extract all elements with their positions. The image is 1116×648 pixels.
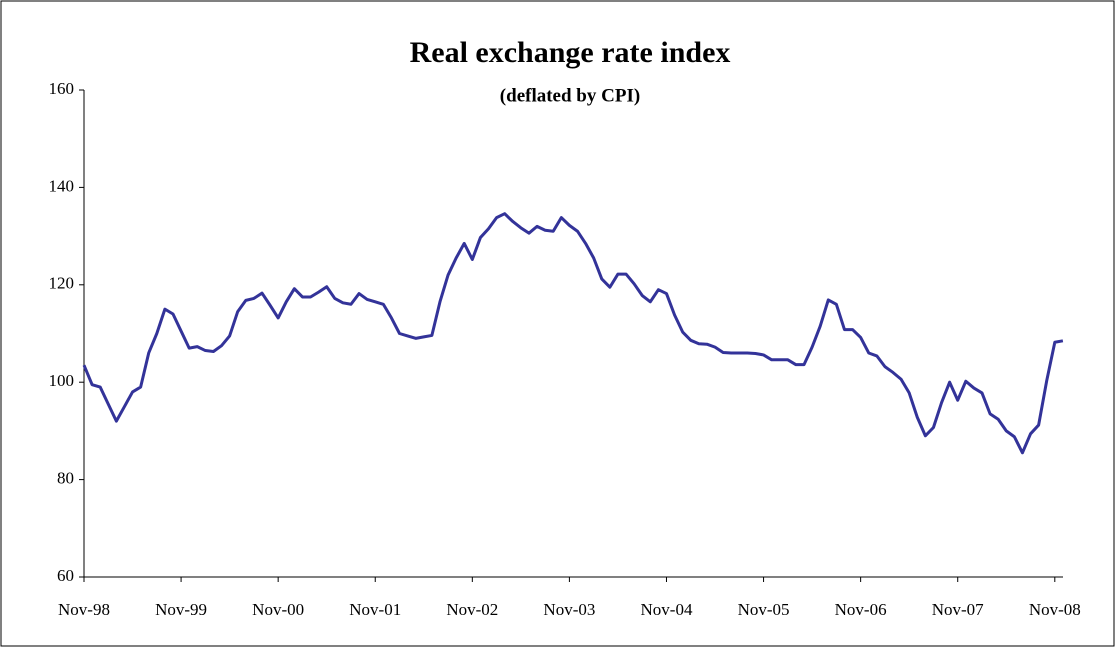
data-line (82, 212, 1064, 455)
x-tick-label: Nov-08 (1029, 600, 1081, 619)
x-tick-label: Nov-04 (641, 600, 693, 619)
x-tick-label: Nov-03 (543, 600, 595, 619)
chart-subtitle: (deflated by CPI) (500, 85, 640, 106)
x-tick-label: Nov-00 (252, 600, 304, 619)
x-tick-label: Nov-05 (738, 600, 790, 619)
x-tick-label: Nov-98 (58, 600, 110, 619)
x-tick-label: Nov-06 (835, 600, 887, 619)
y-tick-label: 160 (49, 79, 75, 98)
x-tick-label: Nov-07 (932, 600, 984, 619)
x-tick-label: Nov-02 (446, 600, 498, 619)
x-tick-label: Nov-01 (349, 600, 401, 619)
x-tick-label: Nov-99 (155, 600, 207, 619)
y-tick-label: 140 (49, 176, 75, 195)
y-tick-label: 60 (57, 566, 74, 585)
chart-title: Real exchange rate index (410, 36, 731, 69)
y-tick-label: 100 (49, 371, 75, 390)
y-tick-label: 80 (57, 469, 74, 488)
y-tick-label: 120 (49, 274, 75, 293)
